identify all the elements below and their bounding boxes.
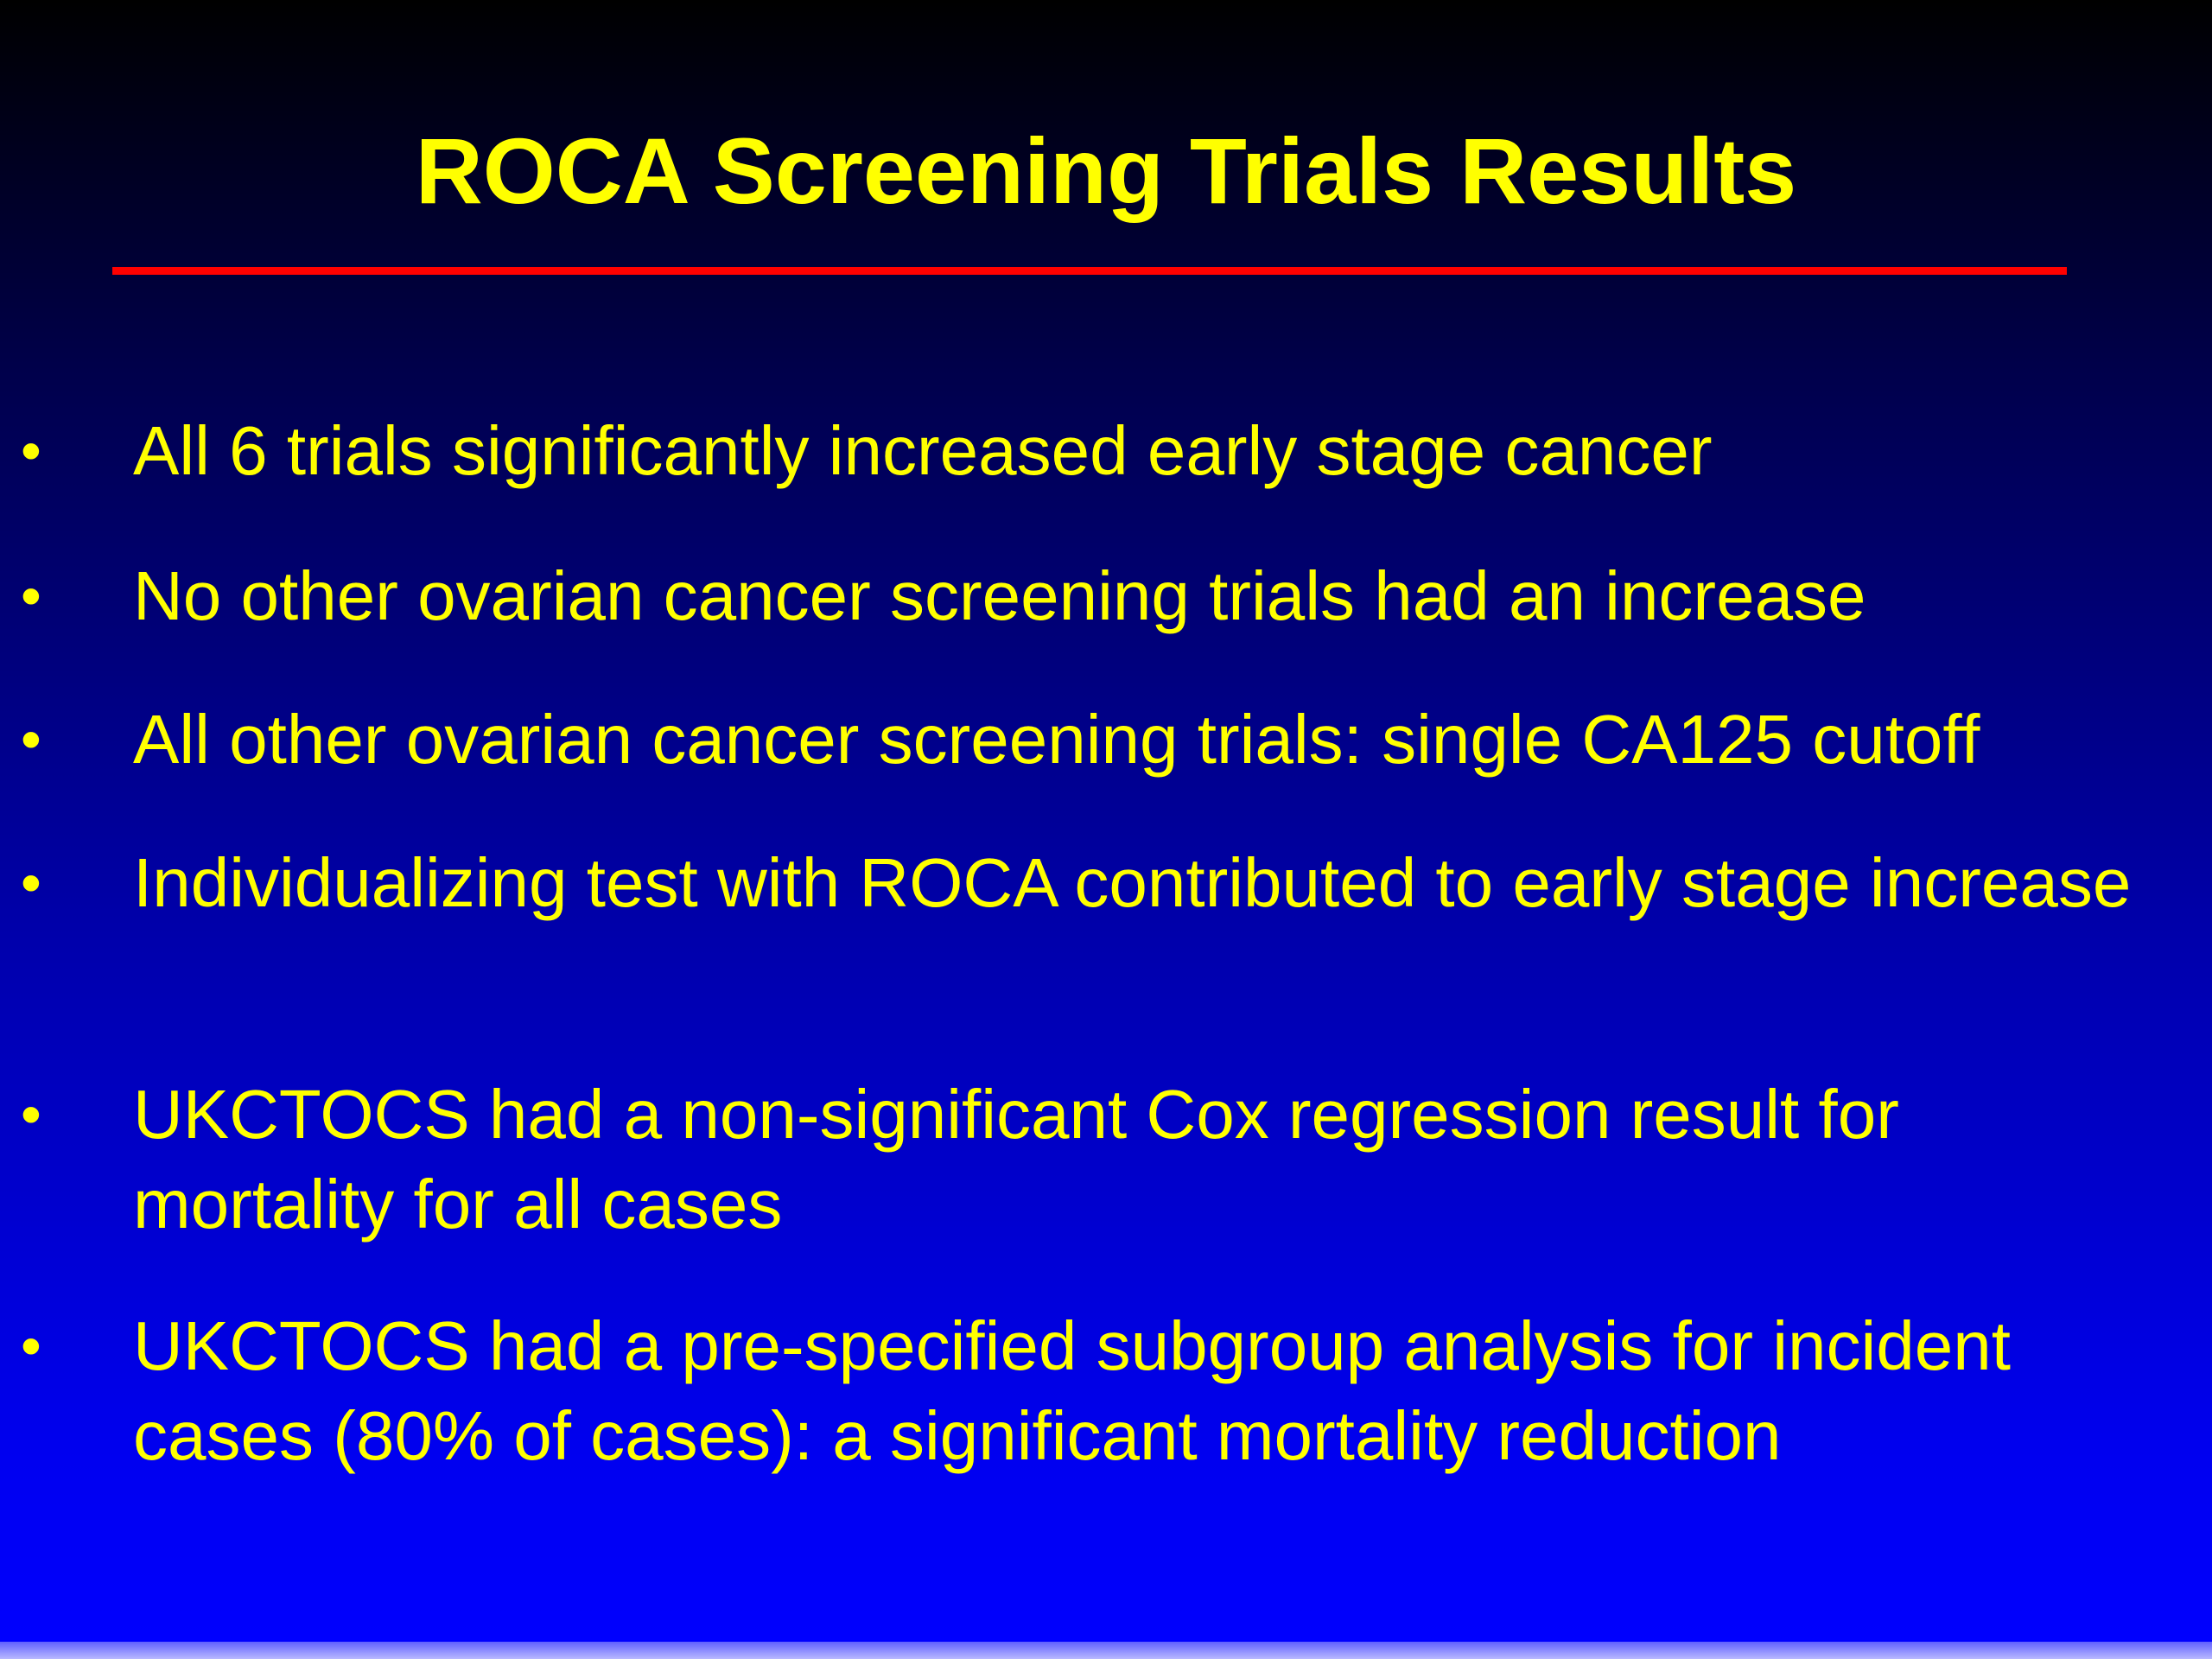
title-underline <box>112 267 2067 275</box>
bullet-marker: • <box>21 563 41 629</box>
bullet-text: No other ovarian cancer screening trials… <box>133 557 1866 634</box>
bullet-item: • All other ovarian cancer screening tri… <box>0 695 2014 785</box>
bullet-marker: • <box>21 1082 41 1147</box>
bullet-text: UKCTOCS had a pre-specified subgroup ana… <box>133 1307 2011 1474</box>
bullet-text: All other ovarian cancer screening trial… <box>133 701 1980 778</box>
bullet-marker: • <box>21 850 41 916</box>
slide-title: ROCA Screening Trials Results <box>415 118 1797 223</box>
bullet-item: • No other ovarian cancer screening tria… <box>0 551 1901 641</box>
bullet-marker: • <box>21 418 41 484</box>
bullet-marker: • <box>21 1313 41 1379</box>
bullet-text: Individualizing test with ROCA contribut… <box>133 844 2132 921</box>
bullet-item: • All 6 trials significantly increased e… <box>0 406 1747 496</box>
bottom-edge-strip <box>0 1642 2212 1659</box>
bullet-item: • UKCTOCS had a pre-specified subgroup a… <box>0 1301 2212 1481</box>
bullet-marker: • <box>21 707 41 772</box>
bullet-text: UKCTOCS had a non-significant Cox regres… <box>133 1076 1899 1243</box>
bullet-text: All 6 trials significantly increased ear… <box>133 412 1713 489</box>
bullet-item: • UKCTOCS had a non-significant Cox regr… <box>0 1070 2212 1249</box>
bullet-item: • Individualizing test with ROCA contrib… <box>0 838 2165 928</box>
